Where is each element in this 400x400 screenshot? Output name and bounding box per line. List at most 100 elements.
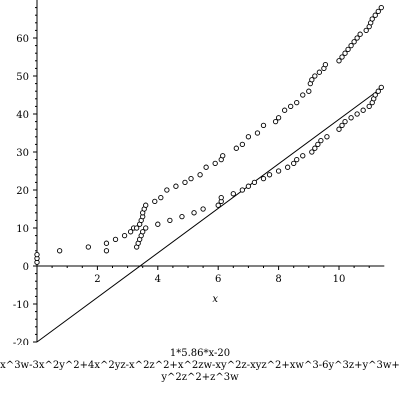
data-point-series-1 <box>306 88 312 94</box>
data-point-series-1 <box>121 232 128 239</box>
data-point-series-1 <box>254 130 261 136</box>
data-point-series-1 <box>288 103 294 110</box>
data-point-series-2 <box>336 126 342 132</box>
data-point-series-1 <box>85 244 91 250</box>
data-point-series-2 <box>179 213 185 220</box>
x-tick-label: 8 <box>275 274 281 285</box>
data-point-series-1 <box>316 69 323 75</box>
data-point-series-1 <box>239 141 246 148</box>
data-point-series-2 <box>348 115 354 121</box>
y-tick-label: 20 <box>16 186 29 197</box>
data-point-series-1 <box>342 50 348 56</box>
data-point-series-1 <box>260 122 267 129</box>
x-tick-label: 2 <box>94 274 100 285</box>
fit-line <box>36 89 379 343</box>
x-tick-label: 10 <box>333 274 346 285</box>
data-point-series-1 <box>57 248 63 254</box>
data-point-series-2 <box>245 183 252 189</box>
data-point-series-1 <box>245 134 252 140</box>
data-point-series-2 <box>324 134 330 140</box>
y-tick-label: 30 <box>16 148 29 159</box>
data-point-series-1 <box>103 240 110 246</box>
data-point-series-1 <box>275 115 282 121</box>
data-point-series-1 <box>348 42 354 49</box>
data-point-series-1 <box>212 160 218 167</box>
data-point-series-1 <box>375 8 381 15</box>
data-point-series-2 <box>312 145 318 151</box>
data-point-series-2 <box>275 168 282 174</box>
data-point-series-1 <box>182 179 188 186</box>
data-point-series-1 <box>173 183 179 189</box>
data-point-series-2 <box>309 149 315 155</box>
data-point-series-1 <box>188 175 194 182</box>
data-point-series-1 <box>233 145 239 151</box>
data-point-series-1 <box>312 73 318 79</box>
data-point-series-2 <box>360 107 366 113</box>
data-point-series-2 <box>318 137 324 144</box>
data-point-series-2 <box>260 175 267 182</box>
y-tick-label: 10 <box>16 224 29 235</box>
data-point-series-1 <box>272 118 279 125</box>
data-point-series-2 <box>342 118 348 125</box>
data-point-series-2 <box>315 141 321 148</box>
y-tick-label: -10 <box>13 300 29 311</box>
data-point-series-2 <box>372 92 378 98</box>
data-point-series-1 <box>351 39 357 45</box>
data-point-series-2 <box>230 191 236 197</box>
y-tick-label: 50 <box>16 72 29 83</box>
data-point-series-1 <box>294 99 300 106</box>
data-point-series-2 <box>103 248 110 254</box>
data-point-series-2 <box>378 84 384 91</box>
data-point-series-2 <box>215 202 221 208</box>
data-point-series-1 <box>309 77 315 83</box>
caption-polynomial-line-1: x^3w-3x^2y^2+4x^2yz-x^2z^2+x^2zw-xy^2z-x… <box>0 360 400 371</box>
caption-polynomial-line-2: y^2z^2+z^3w <box>161 372 239 383</box>
data-point-series-1 <box>354 35 360 41</box>
data-point-series-1 <box>345 46 351 53</box>
data-point-series-1 <box>281 107 288 113</box>
data-point-series-1 <box>34 251 40 258</box>
data-point-series-1 <box>197 172 203 178</box>
data-point-series-2 <box>300 153 306 159</box>
data-point-series-1 <box>203 164 209 170</box>
data-point-series-1 <box>158 194 164 201</box>
y-tick-label: 40 <box>16 110 29 121</box>
data-point-series-2 <box>143 225 149 231</box>
data-point-series-1 <box>220 153 226 159</box>
data-point-series-1 <box>372 12 378 18</box>
data-point-series-1 <box>357 31 363 37</box>
data-point-series-2 <box>266 172 273 178</box>
data-point-series-2 <box>155 221 161 227</box>
y-tick-label: 0 <box>23 262 29 273</box>
data-point-series-1 <box>336 58 342 64</box>
y-tick-label: 60 <box>16 34 29 45</box>
data-point-series-1 <box>322 61 329 68</box>
data-point-series-2 <box>191 210 197 216</box>
data-point-series-1 <box>363 27 369 34</box>
data-point-series-2 <box>291 160 297 167</box>
data-point-series-1 <box>143 202 149 208</box>
data-point-series-2 <box>366 103 372 110</box>
data-point-series-2 <box>167 217 173 224</box>
data-point-series-2 <box>354 111 360 117</box>
x-axis-label: x <box>212 294 218 305</box>
scatter-plot: 2 4 6 8 10 -20 -10 0 10 20 30 40 50 60 x <box>13 0 385 345</box>
x-tick-label: 4 <box>155 274 161 285</box>
data-point-series-2 <box>375 88 381 94</box>
data-point-series-2 <box>140 229 146 235</box>
data-point-series-2 <box>200 206 206 212</box>
caption-equation-line: 1*5.86*x-20 <box>169 348 231 359</box>
data-point-series-2 <box>285 164 291 170</box>
data-point-series-2 <box>294 156 300 163</box>
data-point-series-2 <box>251 179 258 186</box>
data-point-series-2 <box>239 187 246 193</box>
data-point-series-1 <box>339 54 345 60</box>
data-point-series-2 <box>339 122 345 129</box>
data-point-series-1 <box>127 229 134 235</box>
data-point-series-1 <box>152 198 158 205</box>
data-point-series-1 <box>134 225 140 231</box>
data-point-series-1 <box>300 92 306 98</box>
data-point-series-2 <box>218 194 224 201</box>
data-point-series-1 <box>164 187 170 193</box>
data-point-series-1 <box>369 16 375 22</box>
